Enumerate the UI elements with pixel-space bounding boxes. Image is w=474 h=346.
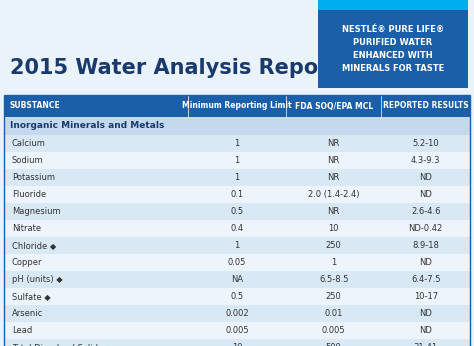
- Bar: [4, 305, 470, 322]
- Text: Arsenic: Arsenic: [12, 309, 43, 318]
- Text: Sulfate ◆: Sulfate ◆: [12, 292, 51, 301]
- Bar: [4, 220, 470, 237]
- Text: 1: 1: [331, 258, 337, 267]
- Text: ND-0.42: ND-0.42: [409, 224, 443, 233]
- Text: 0.5: 0.5: [230, 292, 244, 301]
- Text: 500: 500: [326, 343, 342, 346]
- Text: 0.01: 0.01: [325, 309, 343, 318]
- Bar: [318, 0, 468, 10]
- Text: NR: NR: [328, 173, 340, 182]
- Text: 0.4: 0.4: [230, 224, 244, 233]
- Text: 8.9-18: 8.9-18: [412, 241, 439, 250]
- Bar: [4, 117, 470, 135]
- Text: REPORTED RESULTS: REPORTED RESULTS: [383, 101, 468, 110]
- Text: Calcium: Calcium: [12, 139, 46, 148]
- Text: Nitrate: Nitrate: [12, 224, 41, 233]
- Text: 0.1: 0.1: [230, 190, 244, 199]
- Bar: [318, 10, 468, 88]
- Text: NR: NR: [328, 139, 340, 148]
- Text: 250: 250: [326, 241, 342, 250]
- Text: SUBSTANCE: SUBSTANCE: [10, 101, 61, 110]
- Text: 5.2-10: 5.2-10: [412, 139, 439, 148]
- Text: 0.005: 0.005: [322, 326, 346, 335]
- Text: 2.0 (1.4-2.4): 2.0 (1.4-2.4): [308, 190, 359, 199]
- Bar: [4, 135, 470, 152]
- Bar: [4, 254, 470, 271]
- Bar: [4, 237, 470, 254]
- Text: 0.5: 0.5: [230, 207, 244, 216]
- Text: 6.5-8.5: 6.5-8.5: [319, 275, 348, 284]
- Text: NESTLÉ® PURE LIFE®
PURIFIED WATER
ENHANCED WITH
MINERALS FOR TASTE: NESTLÉ® PURE LIFE® PURIFIED WATER ENHANC…: [342, 25, 444, 73]
- Text: NR: NR: [328, 207, 340, 216]
- Bar: [4, 271, 470, 288]
- Text: 1: 1: [234, 139, 240, 148]
- Text: 4.3-9.3: 4.3-9.3: [411, 156, 440, 165]
- Text: ND: ND: [419, 309, 432, 318]
- Text: 1: 1: [234, 173, 240, 182]
- Text: ND: ND: [419, 258, 432, 267]
- Text: 250: 250: [326, 292, 342, 301]
- Text: ND: ND: [419, 326, 432, 335]
- Text: 2015 Water Analysis Report: 2015 Water Analysis Report: [10, 58, 338, 78]
- Text: 0.05: 0.05: [228, 258, 246, 267]
- Text: 0.005: 0.005: [225, 326, 249, 335]
- Text: 31-41: 31-41: [414, 343, 438, 346]
- Text: 1: 1: [234, 156, 240, 165]
- Text: Chloride ◆: Chloride ◆: [12, 241, 56, 250]
- Bar: [4, 95, 470, 346]
- Text: Inorganic Minerals and Metals: Inorganic Minerals and Metals: [10, 121, 164, 130]
- Bar: [4, 169, 470, 186]
- Text: 2.6-4.6: 2.6-4.6: [411, 207, 440, 216]
- Text: 10: 10: [232, 343, 242, 346]
- Text: ND: ND: [419, 173, 432, 182]
- Bar: [4, 339, 470, 346]
- Text: Total Dissolved Solids ◆: Total Dissolved Solids ◆: [12, 343, 111, 346]
- Text: pH (units) ◆: pH (units) ◆: [12, 275, 63, 284]
- Bar: [4, 288, 470, 305]
- Text: Potassium: Potassium: [12, 173, 55, 182]
- Text: Copper: Copper: [12, 258, 43, 267]
- Text: 10: 10: [328, 224, 339, 233]
- Bar: [4, 152, 470, 169]
- Text: Lead: Lead: [12, 326, 32, 335]
- Bar: [4, 322, 470, 339]
- Text: NA: NA: [231, 275, 243, 284]
- Text: FDA SOQ/EPA MCL: FDA SOQ/EPA MCL: [294, 101, 373, 110]
- Text: NR: NR: [328, 156, 340, 165]
- Text: 6.4-7.5: 6.4-7.5: [411, 275, 440, 284]
- Text: 10-17: 10-17: [414, 292, 438, 301]
- Text: Minimum Reporting Limit: Minimum Reporting Limit: [182, 101, 292, 110]
- Text: ND: ND: [419, 190, 432, 199]
- Bar: [4, 186, 470, 203]
- Text: 0.002: 0.002: [225, 309, 249, 318]
- Text: 1: 1: [234, 241, 240, 250]
- Text: Fluoride: Fluoride: [12, 190, 46, 199]
- Bar: [4, 95, 470, 117]
- Text: Sodium: Sodium: [12, 156, 44, 165]
- Bar: [4, 203, 470, 220]
- Text: Magnesium: Magnesium: [12, 207, 61, 216]
